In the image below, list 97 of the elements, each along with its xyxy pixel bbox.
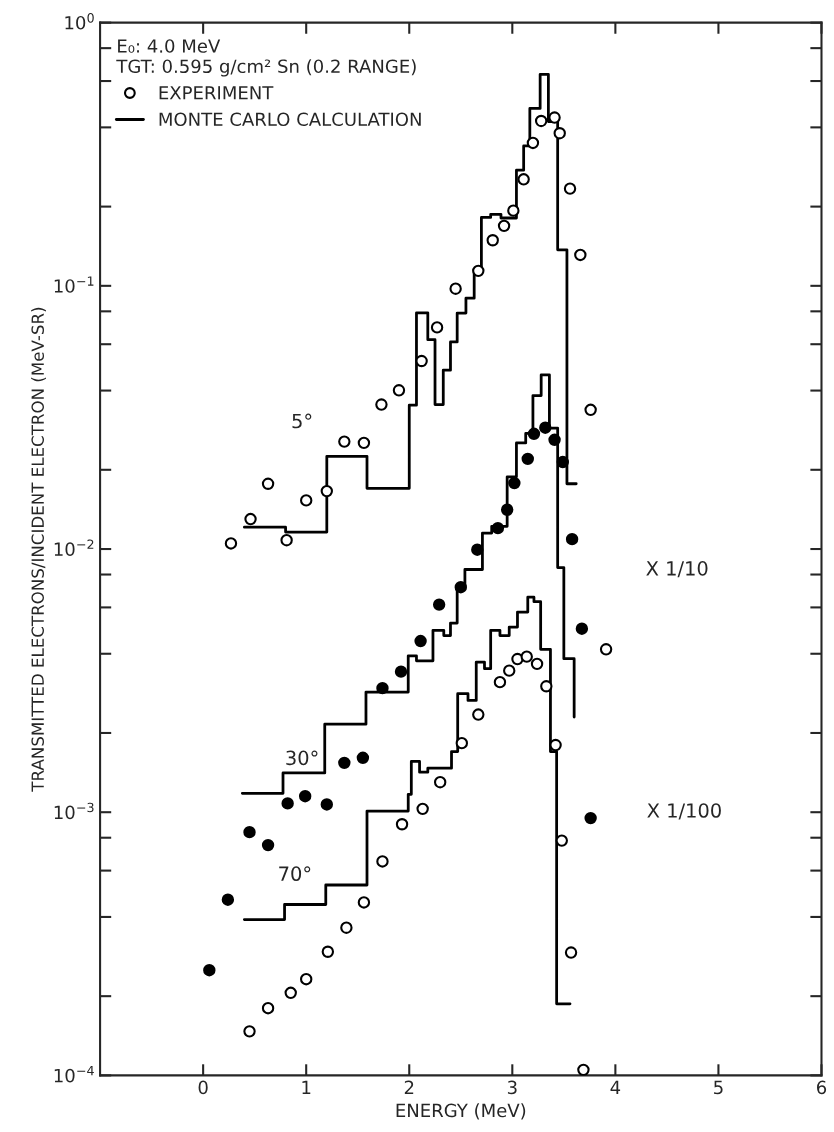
point <box>548 111 561 124</box>
point <box>508 476 521 490</box>
annotation: 5° <box>292 413 312 429</box>
point <box>300 973 313 986</box>
point <box>244 512 257 526</box>
point <box>584 403 597 416</box>
point <box>577 1063 590 1076</box>
point <box>584 811 597 825</box>
point <box>493 675 507 689</box>
point <box>221 893 235 906</box>
point <box>261 838 275 852</box>
y-tick-label: 10$^{−3}$ <box>54 802 94 820</box>
x-tick-label: 6 <box>817 1080 827 1095</box>
point <box>539 421 552 434</box>
x-tick-label: 5 <box>714 1080 723 1095</box>
x-tick-label: 0 <box>198 1080 208 1095</box>
point <box>340 921 353 934</box>
x-tick-label: 3 <box>507 1080 517 1095</box>
point <box>454 581 467 594</box>
y-axis-title: TRANSMITTED ELECTRONS/INCIDENT ELECTRON (MeV-SR) <box>31 307 46 792</box>
point <box>548 433 561 446</box>
y-tick-label: 10$^{−2}$ <box>54 539 94 556</box>
point <box>338 435 351 448</box>
point <box>224 537 238 550</box>
point <box>556 455 569 469</box>
x-axis-title: ENERGY (MeV) <box>396 1103 526 1120</box>
point <box>320 798 333 811</box>
y-tick-label: 10$^{−1}$ <box>54 276 94 293</box>
x-tick-label: 2 <box>404 1080 414 1094</box>
point <box>486 234 499 247</box>
point <box>320 484 333 498</box>
point <box>472 264 485 278</box>
point <box>284 986 297 999</box>
point <box>376 855 389 868</box>
point <box>449 282 462 295</box>
point <box>203 964 216 977</box>
point <box>549 738 562 752</box>
point <box>511 652 524 666</box>
point <box>555 834 568 847</box>
point <box>503 664 516 677</box>
point <box>357 896 371 909</box>
point <box>415 354 428 368</box>
point <box>300 494 313 507</box>
point <box>338 756 351 770</box>
point <box>564 946 578 959</box>
point <box>553 127 566 140</box>
point <box>357 436 371 450</box>
point <box>432 598 446 611</box>
point <box>599 643 613 656</box>
point <box>375 398 388 411</box>
point <box>416 802 429 816</box>
point <box>395 818 409 831</box>
point <box>281 797 294 810</box>
x-tick-label: 1 <box>302 1080 311 1094</box>
point <box>497 219 511 233</box>
point <box>471 543 484 556</box>
point <box>517 173 530 186</box>
point <box>356 751 370 764</box>
legend-label: MONTE CARLO CALCULATION <box>159 112 421 127</box>
point <box>243 825 256 839</box>
x-tick-label: 4 <box>610 1080 621 1094</box>
point <box>472 708 485 721</box>
point <box>520 650 533 663</box>
point <box>261 1002 275 1015</box>
y-tick-label: 10$^{0}$ <box>65 13 94 30</box>
point <box>261 477 275 490</box>
point <box>574 248 587 262</box>
point <box>507 204 520 217</box>
y-tick-label: 10$^{−4}$ <box>54 1066 94 1083</box>
point <box>321 945 335 958</box>
annotation: 70° <box>279 866 311 882</box>
point <box>575 622 589 635</box>
point <box>521 452 534 466</box>
point <box>500 503 514 516</box>
point <box>376 681 389 695</box>
legend-label: EXPERIMENT <box>159 86 274 100</box>
point <box>563 182 577 195</box>
point <box>298 790 312 803</box>
point <box>527 427 541 440</box>
point <box>392 384 406 397</box>
annotation: 30° <box>286 750 318 766</box>
point <box>243 1025 256 1038</box>
point <box>534 114 548 128</box>
point <box>280 534 293 547</box>
legend-title: E₀: 4.0 MeV TGT: 0.595 g/cm² Sn (0.2 RANGE) <box>116 39 416 77</box>
point <box>414 634 427 648</box>
point <box>530 657 544 671</box>
point <box>394 665 408 678</box>
point <box>526 136 540 150</box>
point <box>565 532 579 546</box>
point <box>433 776 447 789</box>
point <box>491 521 505 535</box>
point <box>430 321 444 334</box>
annotation: X 1/100 <box>647 803 721 820</box>
annotation: X 1/10 <box>646 561 708 578</box>
point <box>455 736 469 750</box>
point <box>540 680 553 693</box>
